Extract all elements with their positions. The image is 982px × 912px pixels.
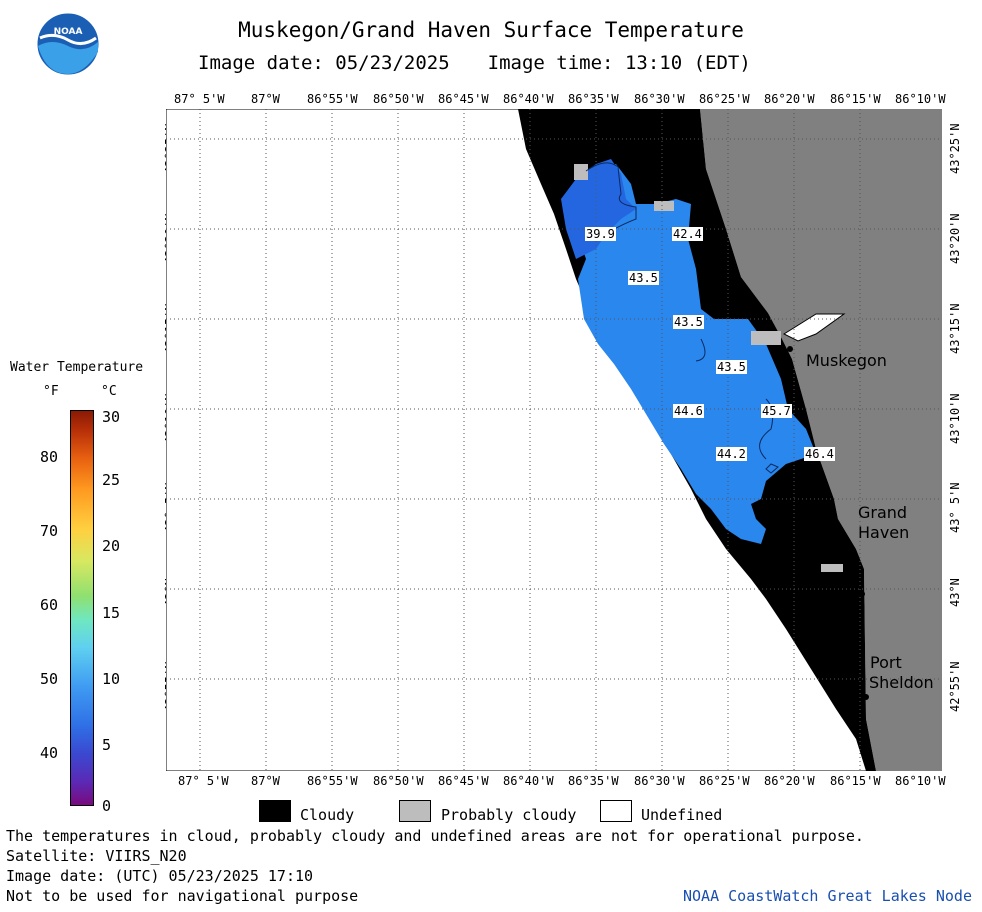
legend-title: Water Temperature — [10, 360, 144, 375]
lon-tick: 86°35'W — [568, 92, 619, 106]
probably-cloudy-patch — [821, 564, 843, 572]
c-tick: 25 — [102, 471, 121, 489]
temp-label: 43.5 — [673, 315, 704, 329]
graticule — [166, 109, 942, 771]
lon-tick: 87° 5'W — [178, 774, 229, 788]
c-tick: 5 — [102, 736, 112, 754]
probably-cloudy-label: Probably cloudy — [441, 806, 577, 824]
temp-label: 39.9 — [585, 227, 616, 241]
temperature-map: 39.9 42.4 43.5 43.5 43.5 44.6 45.7 44.2 … — [165, 108, 943, 772]
image-datetime: Image date: 05/23/2025 Image time: 13:10 … — [198, 52, 751, 74]
f-tick: 40 — [40, 744, 59, 762]
lat-tick: 42°55'N — [948, 661, 962, 712]
undefined-area — [782, 313, 846, 342]
utc-date: Image date: (UTC) 05/23/2025 17:10 — [6, 867, 314, 885]
undefined-label: Undefined — [641, 806, 723, 824]
probably-cloudy-patch — [574, 164, 588, 180]
color-bar — [70, 410, 94, 806]
c-tick: 10 — [102, 670, 121, 688]
lon-tick: 86°20'W — [764, 92, 815, 106]
lat-tick: 43°25'N — [948, 123, 962, 174]
lon-tick: 86°10'W — [895, 92, 946, 106]
city-label-port-sheldon: Sheldon — [869, 673, 934, 692]
temp-label: 45.7 — [761, 404, 792, 418]
c-tick: 30 — [102, 408, 121, 426]
disclaimer: The temperatures in cloud, probably clou… — [6, 827, 864, 845]
lon-tick: 86°15'W — [830, 92, 881, 106]
port-sheldon-marker — [863, 694, 869, 700]
lon-tick: 86°15'W — [830, 774, 881, 788]
temp-label: 43.5 — [628, 271, 659, 285]
lon-tick: 86°50'W — [373, 92, 424, 106]
cold-water-area — [561, 159, 636, 259]
page-title: Muskegon/Grand Haven Surface Temperature — [238, 18, 744, 42]
legend-unit-c: °C — [101, 384, 117, 399]
f-tick: 60 — [40, 596, 59, 614]
lon-tick: 86°30'W — [634, 92, 685, 106]
city-label-muskegon: Muskegon — [806, 351, 887, 370]
lon-tick: 86°10'W — [895, 774, 946, 788]
muskegon-marker — [787, 346, 793, 352]
lon-tick: 86°25'W — [699, 92, 750, 106]
map-canvas — [165, 108, 943, 772]
grand-haven-marker — [859, 591, 865, 597]
lon-tick: 86°50'W — [373, 774, 424, 788]
undefined-swatch — [600, 800, 632, 822]
lon-tick: 86°55'W — [307, 774, 358, 788]
temp-label: 43.5 — [716, 360, 747, 374]
navigation-warning: Not to be used for navigational purpose — [6, 887, 359, 905]
city-label-grand-haven: Haven — [858, 523, 910, 542]
f-tick: 50 — [40, 670, 59, 688]
probably-cloudy-patch — [751, 331, 781, 345]
lon-tick: 87°W — [251, 92, 280, 106]
cloudy-label: Cloudy — [300, 806, 355, 824]
temp-label: 44.6 — [673, 404, 704, 418]
noaa-logo: NOAA — [36, 12, 100, 76]
city-label-grand-haven: Grand — [858, 503, 908, 522]
lon-tick: 86°35'W — [568, 774, 619, 788]
land-area — [700, 109, 942, 771]
f-tick: 80 — [40, 448, 59, 466]
temp-label: 46.4 — [804, 447, 835, 461]
lat-tick: 43°10'N — [948, 393, 962, 444]
satellite-info: Satellite: VIIRS_N20 — [6, 847, 187, 865]
lon-tick: 86°40'W — [503, 92, 554, 106]
lat-tick: 43° 5'N — [948, 482, 962, 533]
c-tick: 20 — [102, 537, 121, 555]
temp-label: 42.4 — [672, 227, 703, 241]
lat-tick: 43°20'N — [948, 213, 962, 264]
lat-tick: 43°N — [948, 578, 962, 607]
lon-tick: 86°55'W — [307, 92, 358, 106]
lon-tick: 87°W — [251, 774, 280, 788]
lon-tick: 87° 5'W — [174, 92, 225, 106]
legend-unit-f: °F — [43, 384, 59, 399]
lon-tick: 86°25'W — [699, 774, 750, 788]
probably-cloudy-patch — [654, 201, 674, 211]
c-tick: 15 — [102, 604, 121, 622]
city-label-port-sheldon: Port — [870, 653, 902, 672]
logo-text: NOAA — [54, 27, 83, 37]
c-tick: 0 — [102, 797, 112, 815]
lon-tick: 86°30'W — [634, 774, 685, 788]
lon-tick: 86°45'W — [438, 774, 489, 788]
lon-tick: 86°40'W — [503, 774, 554, 788]
warm-water-area — [566, 164, 816, 544]
image-date: Image date: 05/23/2025 — [198, 52, 450, 74]
lat-tick: 43°15'N — [948, 303, 962, 354]
cloudy-swatch — [259, 800, 291, 822]
temp-label: 44.2 — [716, 447, 747, 461]
probably-cloudy-swatch — [399, 800, 431, 822]
source-credit: NOAA CoastWatch Great Lakes Node — [683, 887, 972, 905]
f-tick: 70 — [40, 522, 59, 540]
lon-tick: 86°20'W — [764, 774, 815, 788]
image-time: Image time: 13:10 (EDT) — [487, 52, 751, 74]
lon-tick: 86°45'W — [438, 92, 489, 106]
